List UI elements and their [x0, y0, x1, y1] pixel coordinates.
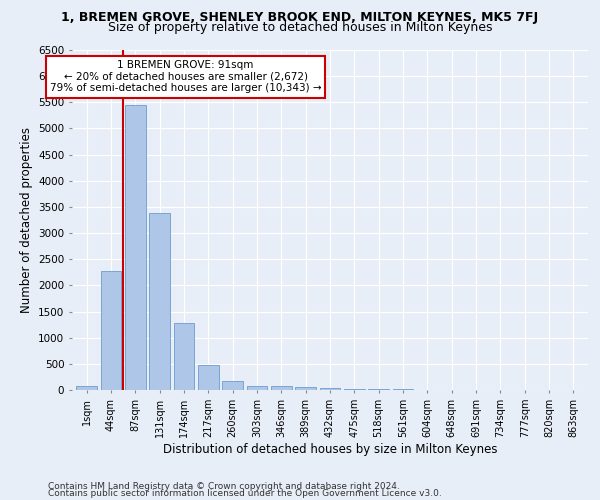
Bar	[101, 270, 121, 390]
Text: Contains HM Land Registry data © Crown copyright and database right 2024.: Contains HM Land Registry data © Crown c…	[48, 482, 400, 491]
X-axis label: Distribution of detached houses by size in Milton Keynes: Distribution of detached houses by size …	[163, 442, 497, 456]
Text: Contains public sector information licensed under the Open Government Licence v3: Contains public sector information licen…	[48, 488, 442, 498]
Bar	[149, 213, 170, 390]
Y-axis label: Number of detached properties: Number of detached properties	[20, 127, 32, 313]
Bar	[125, 105, 146, 390]
Text: 1, BREMEN GROVE, SHENLEY BROOK END, MILTON KEYNES, MK5 7FJ: 1, BREMEN GROVE, SHENLEY BROOK END, MILT…	[61, 11, 539, 24]
Bar	[222, 381, 243, 390]
Text: Size of property relative to detached houses in Milton Keynes: Size of property relative to detached ho…	[108, 21, 492, 34]
Bar	[247, 386, 268, 390]
Bar	[198, 365, 218, 390]
Bar	[295, 387, 316, 390]
Bar	[76, 386, 97, 390]
Text: 1 BREMEN GROVE: 91sqm
← 20% of detached houses are smaller (2,672)
79% of semi-d: 1 BREMEN GROVE: 91sqm ← 20% of detached …	[50, 60, 322, 94]
Bar	[173, 322, 194, 390]
Bar	[344, 389, 365, 390]
Bar	[271, 386, 292, 390]
Bar	[320, 388, 340, 390]
Bar	[368, 389, 389, 390]
